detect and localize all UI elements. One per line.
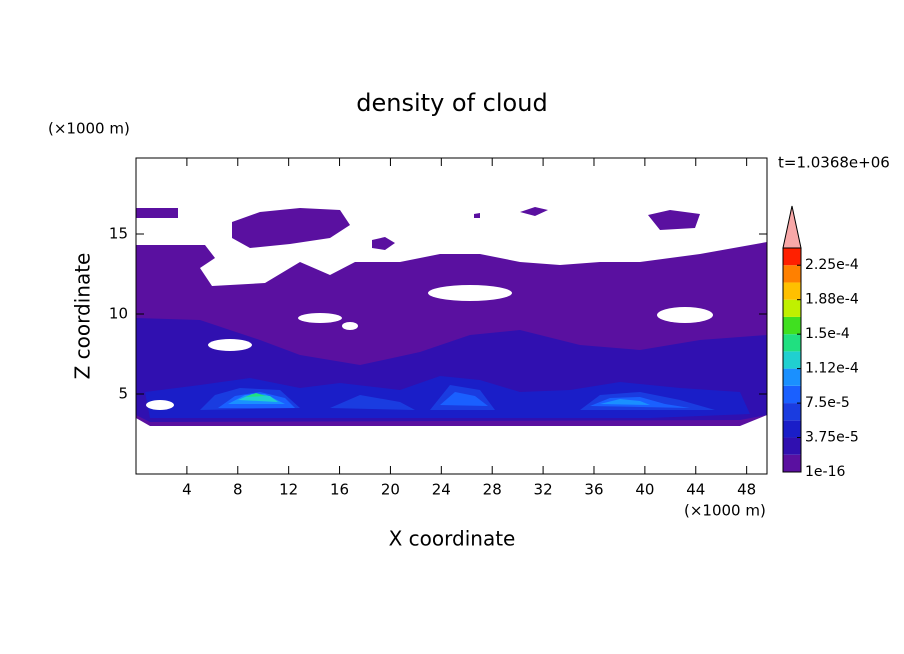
colorbar-bin — [783, 248, 801, 266]
colorbar-bin — [783, 334, 801, 352]
x-tick-label: 4 — [182, 481, 192, 499]
colorbar-tick-label: 1.88e-4 — [805, 292, 859, 308]
colorbar-bin — [783, 282, 801, 300]
annotation: t=1.0368e+06 — [778, 154, 890, 172]
colorbar-bin — [783, 385, 801, 404]
y-tick-label: 5 — [118, 385, 128, 403]
x-axis-label: X coordinate — [389, 527, 516, 551]
x-tick-label: 44 — [686, 481, 705, 499]
x-tick-label: 40 — [635, 481, 654, 499]
x-tick-label: 24 — [432, 481, 451, 499]
colorbar-tick-label: 1.12e-4 — [805, 361, 859, 377]
colorbar-bin — [783, 299, 801, 317]
x-tick-label: 16 — [330, 481, 349, 499]
x-tick-label: 48 — [737, 481, 756, 499]
contour-region — [218, 392, 690, 408]
x-unit: (×1000 m) — [684, 502, 766, 520]
contour-region — [136, 207, 700, 250]
colorbar-tick-label: 2.25e-4 — [805, 257, 859, 273]
colorbar-bin — [783, 265, 801, 283]
x-tick-label: 12 — [279, 481, 298, 499]
y-unit: (×1000 m) — [48, 120, 130, 138]
y-tick-label: 10 — [109, 305, 128, 323]
plot-frame — [135, 157, 768, 475]
x-tick-label: 36 — [584, 481, 603, 499]
contour-field — [136, 207, 767, 426]
contour-region — [228, 394, 650, 405]
colorbar-tick-label: 7.5e-5 — [805, 395, 850, 411]
y-axis-label: Z coordinate — [71, 253, 95, 380]
cloud-gap — [146, 285, 713, 410]
x-tick-label: 20 — [381, 481, 400, 499]
x-tick-label: 28 — [483, 481, 502, 499]
x-tick-label: 32 — [534, 481, 553, 499]
colorbar-tick-label: 1e-16 — [805, 464, 845, 480]
contour-region — [245, 393, 266, 397]
colorbar-bin — [783, 454, 801, 472]
colorbar-bin — [783, 403, 801, 421]
colorbar-tick-label: 1.5e-4 — [805, 326, 850, 342]
colorbar-bin — [783, 368, 801, 386]
colorbar-frame — [782, 247, 802, 473]
colorbar-bin — [783, 420, 801, 438]
x-tick-label: 8 — [233, 481, 243, 499]
chart-title: density of cloud — [356, 89, 547, 117]
colorbar-bin — [783, 351, 801, 369]
colorbar-tick-label: 3.75e-5 — [805, 430, 859, 446]
colorbar-bin — [783, 437, 801, 455]
y-tick-label: 15 — [109, 225, 128, 243]
colorbar-bin — [783, 316, 801, 335]
colorbar-extension — [782, 205, 802, 249]
